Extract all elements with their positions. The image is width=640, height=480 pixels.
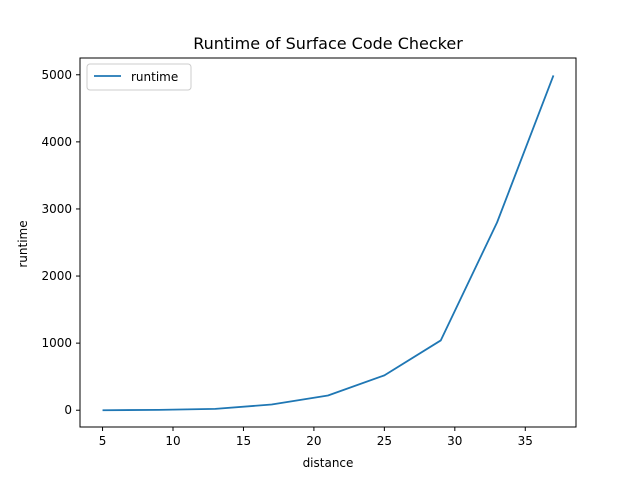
x-tick-label: 35 [518, 434, 533, 448]
x-tick-label: 25 [377, 434, 392, 448]
series-line-runtime [102, 75, 555, 412]
chart-title: Runtime of Surface Code Checker [193, 34, 463, 53]
x-tick-label: 15 [236, 434, 251, 448]
x-tick-label: 10 [165, 434, 180, 448]
x-axis-label: distance [303, 456, 354, 470]
y-axis-label: runtime [16, 220, 30, 267]
y-tick-label: 0 [64, 403, 72, 417]
plot-area: 5 10 15 20 25 30 35 0 1000 2000 3000 4000 5000 [41, 57, 577, 448]
y-tick-label: 4000 [41, 135, 72, 149]
x-tick-label: 5 [99, 434, 107, 448]
y-tick-label: 2000 [41, 269, 72, 283]
x-tick-label: 30 [447, 434, 462, 448]
x-axis-ticks: 5 10 15 20 25 30 35 [99, 427, 533, 448]
legend-box [86, 63, 192, 91]
legend: runtime [86, 63, 192, 91]
y-tick-label: 5000 [41, 68, 72, 82]
y-tick-label: 3000 [41, 202, 72, 216]
legend-label: runtime [131, 70, 178, 84]
y-axis-ticks: 0 1000 2000 3000 4000 5000 [41, 68, 80, 417]
y-tick-label: 1000 [41, 336, 72, 350]
series-layer [102, 75, 555, 412]
x-tick-label: 20 [306, 434, 321, 448]
plot-frame [79, 57, 577, 428]
